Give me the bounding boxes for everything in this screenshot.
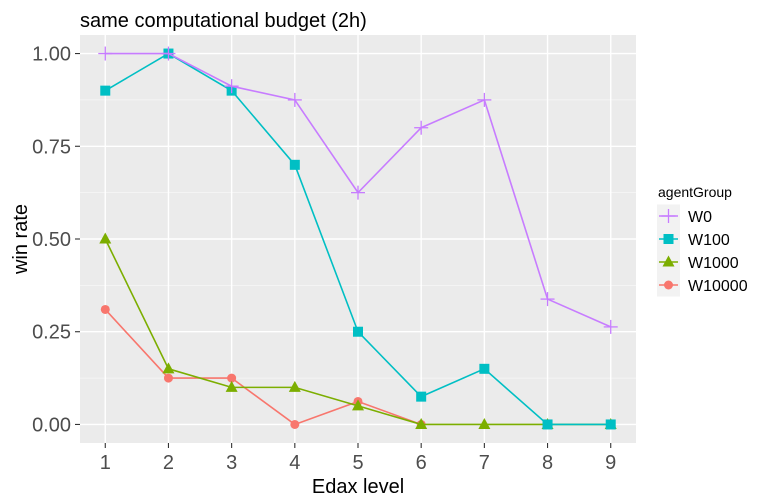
data-point-w1000 [288,380,301,392]
x-tick-label: 6 [416,452,427,474]
data-point-w10000 [163,373,173,383]
data-point-w100 [605,419,616,430]
x-axis-title: Edax level [312,476,404,498]
y-tick-label: 0.25 [32,322,71,344]
data-point-w10000 [227,373,237,383]
series-w0 [98,46,618,334]
legend-items: W0 W100 W1000 W10000 [657,204,748,297]
legend-item-w100: W100 [657,227,730,251]
data-point-w100 [289,159,300,170]
legend-item-w0: W0 [657,204,712,228]
legend-label-w1000: W1000 [688,255,739,272]
data-point-w0 [351,185,365,200]
legend-label-w10000: W10000 [688,278,748,295]
y-tick-label: 0.00 [32,414,71,436]
series-layer [98,46,618,430]
data-point-w100 [416,391,427,402]
data-point-w1000 [478,417,491,429]
legend-key-marker [663,234,674,244]
data-point-w1000 [162,362,175,374]
chart-title: same computational budget (2h) [80,10,367,32]
legend-item-w1000: W1000 [657,250,739,274]
data-point-w0 [414,120,429,135]
legend-label-w100: W100 [688,232,730,249]
x-tick-label: 1 [100,452,111,474]
series-line-w10000 [104,308,422,426]
data-point-w100 [100,85,111,96]
x-tick-label: 8 [542,452,553,474]
x-tick-label: 7 [479,452,490,474]
data-point-w10000 [290,419,300,429]
y-axis-ticks: 0.00 0.25 0.50 0.75 1.00 [32,44,80,436]
legend: agentGroup W0 W100 W1000 W10000 [657,184,748,297]
y-tick-label: 0.50 [32,229,71,251]
data-point-w0 [477,92,492,107]
data-point-w0 [603,319,618,334]
data-point-w1000 [225,380,238,392]
legend-key-marker [664,280,673,290]
y-axis-title: win rate [10,204,32,275]
data-point-w1000 [415,417,428,429]
y-tick-label: 1.00 [32,44,71,66]
x-tick-label: 5 [352,452,363,474]
data-point-w100 [353,326,363,337]
x-tick-label: 9 [605,452,616,474]
legend-key-marker [661,209,676,223]
x-tick-label: 3 [226,452,237,474]
x-tick-label: 2 [163,452,174,474]
y-tick-label: 0.75 [32,136,71,158]
legend-item-w10000: W10000 [657,273,748,297]
data-point-w1000 [99,232,112,244]
data-point-w0 [287,92,302,107]
legend-key-marker [662,255,675,267]
data-point-w0 [161,46,176,61]
data-point-w10000 [100,304,110,314]
data-point-w1000 [352,399,364,411]
legend-title: agentGroup [658,184,732,200]
data-point-w0 [224,79,239,94]
data-point-w100 [479,363,490,374]
data-point-w100 [542,419,553,430]
data-point-w0 [98,46,113,61]
legend-label-w0: W0 [688,209,712,226]
x-axis-ticks: 1 2 3 4 5 6 7 8 9 [100,443,616,474]
data-point-w0 [540,292,555,307]
x-tick-label: 4 [289,452,300,474]
